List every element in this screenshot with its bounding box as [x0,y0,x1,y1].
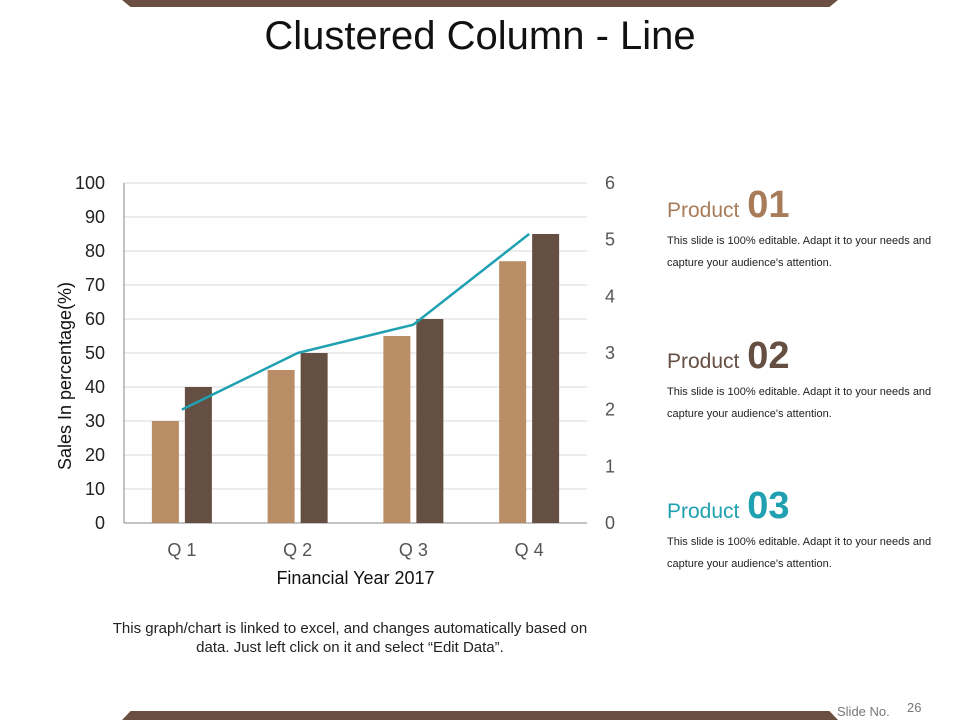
product-03-block: Product 03 This slide is 100% editable. … [667,487,937,575]
product-01-block: Product 01 This slide is 100% editable. … [667,186,937,274]
x-tick-label: Q 1 [167,540,196,560]
y2-tick-label: 0 [605,513,615,533]
y2-tick-label: 1 [605,456,615,476]
product-02-block: Product 02 This slide is 100% editable. … [667,337,937,425]
slide-title: Clustered Column - Line [264,14,696,58]
slide-number: 26 [907,700,922,715]
y-tick-label: 0 [95,513,105,533]
bar [383,336,411,523]
y-tick-label: 100 [75,173,105,193]
y-tick-label: 20 [85,445,105,465]
x-tick-label: Q 4 [515,540,544,560]
product-03-heading: Product 03 [667,487,937,525]
product-02-description: This slide is 100% editable. Adapt it to… [667,386,932,420]
bar [267,370,295,523]
chart-caption: This graph/chart is linked to excel, and… [112,620,588,656]
y2-tick-label: 4 [605,286,615,306]
bar [184,387,212,523]
slide-number-label: Slide No. [837,704,890,719]
product-02-label: Product [667,350,740,373]
y2-tick-label: 2 [605,400,615,420]
y-tick-label: 10 [85,479,105,499]
bottom-decorative-bar [122,711,838,720]
product-02-number: 02 [747,335,790,377]
y-tick-label: 70 [85,275,105,295]
product-03-number: 03 [747,485,790,527]
bar [300,353,328,523]
y-tick-label: 50 [85,343,105,363]
y2-tick-label: 5 [605,230,615,250]
bar [499,261,527,523]
y2-tick-label: 3 [605,343,615,363]
y-tick-label: 60 [85,309,105,329]
product-01-number: 01 [747,184,790,226]
bar [151,421,179,523]
y-tick-label: 90 [85,207,105,227]
x-tick-label: Q 3 [399,540,428,560]
y-axis-title: Sales In percentage(%) [55,282,75,470]
x-tick-label: Q 2 [283,540,312,560]
product-01-label: Product [667,199,740,222]
product-01-heading: Product 01 [667,186,937,224]
y-tick-label: 40 [85,377,105,397]
product-02-heading: Product 02 [667,337,937,375]
product-03-label: Product [667,500,740,523]
x-axis-title: Financial Year 2017 [276,568,434,588]
bar [532,234,560,523]
bar [416,319,444,523]
product-01-description: This slide is 100% editable. Adapt it to… [667,235,932,269]
y-tick-label: 30 [85,411,105,431]
y2-tick-label: 6 [605,173,615,193]
y-tick-label: 80 [85,241,105,261]
top-decorative-bar [122,0,838,7]
line-series [181,233,530,411]
product-03-description: This slide is 100% editable. Adapt it to… [667,536,932,570]
